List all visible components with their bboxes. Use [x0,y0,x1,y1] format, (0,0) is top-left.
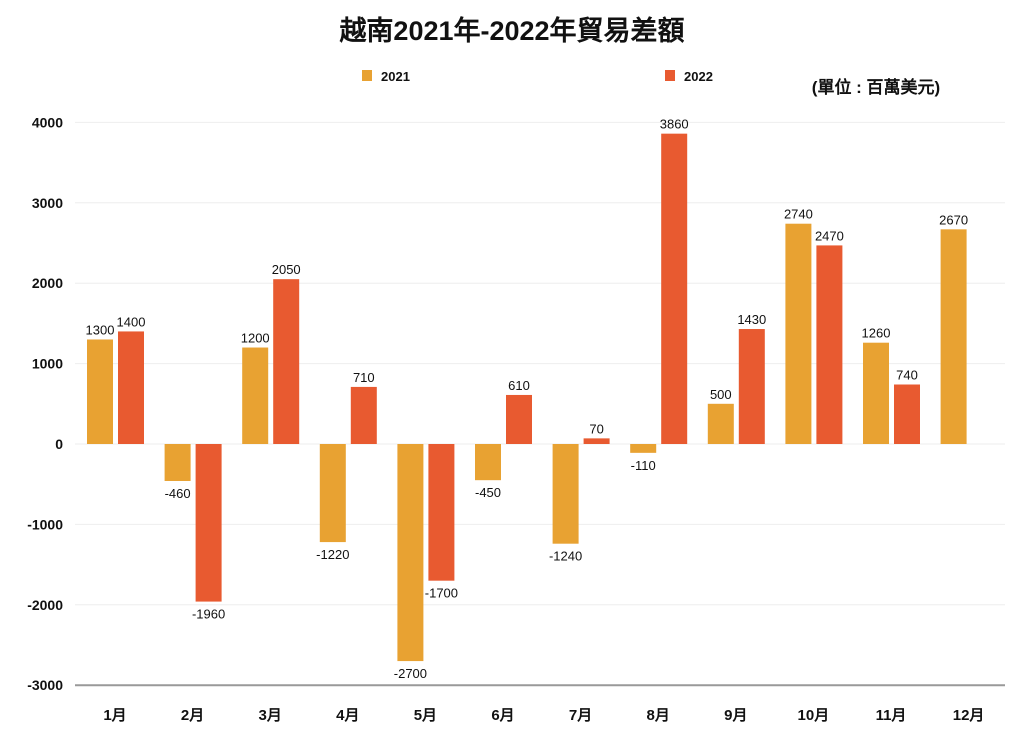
data-label: -2700 [394,666,427,681]
bar-2022-3月 [273,279,300,444]
data-label: 1300 [86,322,115,337]
y-tick-label: -3000 [27,677,63,693]
y-tick-label: 3000 [32,195,63,211]
data-label: -450 [475,485,501,500]
data-label: -1960 [192,607,225,622]
data-label: 2470 [815,228,844,243]
data-label: -110 [631,458,656,473]
bar-2022-1月 [118,331,144,444]
bar-2022-11月 [894,384,920,444]
data-label: -1240 [549,549,582,564]
x-tick-label: 10月 [798,707,830,724]
bar-2021-8月 [630,444,657,453]
data-label: 610 [508,378,530,393]
data-label: 70 [589,421,603,436]
y-tick-label: 1000 [32,356,63,372]
bar-2022-4月 [350,386,377,444]
x-tick-label: 6月 [491,707,514,724]
y-tick-label: -2000 [27,597,63,613]
data-label: 1200 [241,331,270,346]
y-tick-label: 4000 [32,114,63,130]
unit-note: (單位 : 百萬美元) [812,77,940,97]
data-label: 740 [896,368,918,383]
x-tick-label: 2月 [181,707,204,724]
x-tick-label: 9月 [724,707,747,724]
x-tick-label: 12月 [953,707,985,724]
data-label: 1400 [117,314,146,329]
x-tick-label: 4月 [336,707,359,724]
x-tick-label: 1月 [103,707,126,724]
bar-2021-7月 [552,444,579,544]
data-label: 2050 [272,262,301,277]
legend-swatch [362,70,372,81]
x-tick-label: 11月 [876,707,907,724]
data-label: 2670 [939,212,968,227]
legend-swatch [665,70,675,81]
bar-2021-6月 [475,444,501,481]
bar-2021-1月 [87,339,113,444]
bar-2021-2月 [164,444,191,481]
bar-2021-10月 [785,223,812,444]
data-label: 500 [710,387,732,402]
x-tick-label: 7月 [569,707,592,724]
legend-label: 2021 [381,69,410,84]
y-tick-label: 0 [55,436,63,452]
data-label: 710 [353,370,375,385]
y-tick-label: -1000 [27,516,63,532]
legend-label: 2022 [684,69,713,84]
bar-2022-9月 [738,329,765,444]
data-label: -460 [165,486,191,501]
bar-2021-3月 [242,347,269,444]
bar-2022-5月 [428,444,455,581]
bar-2022-10月 [816,245,843,444]
data-label: 1430 [737,312,766,327]
legend: 2021 2022 [362,69,713,84]
bar-2021-4月 [319,444,346,543]
bar-2022-8月 [661,133,688,444]
data-label: -1220 [316,547,349,562]
data-label: 1260 [862,326,891,341]
x-tick-label: 5月 [414,707,437,724]
bar-2021-11月 [863,342,889,444]
x-tick-label: 8月 [647,707,670,724]
bar-2021-12月 [940,229,967,444]
chart-title: 越南2021年-2022年貿易差額 [339,15,684,46]
bar-2022-6月 [506,394,532,444]
bar-2022-7月 [583,438,610,444]
bar-2021-5月 [397,444,424,662]
y-tick-label: 2000 [32,275,63,291]
bar-2021-9月 [707,403,734,444]
x-tick-label: 3月 [259,707,282,724]
data-label: -1700 [425,586,458,601]
data-label: 3860 [660,117,689,132]
bar-2022-2月 [195,444,222,602]
data-label: 2740 [784,207,813,222]
